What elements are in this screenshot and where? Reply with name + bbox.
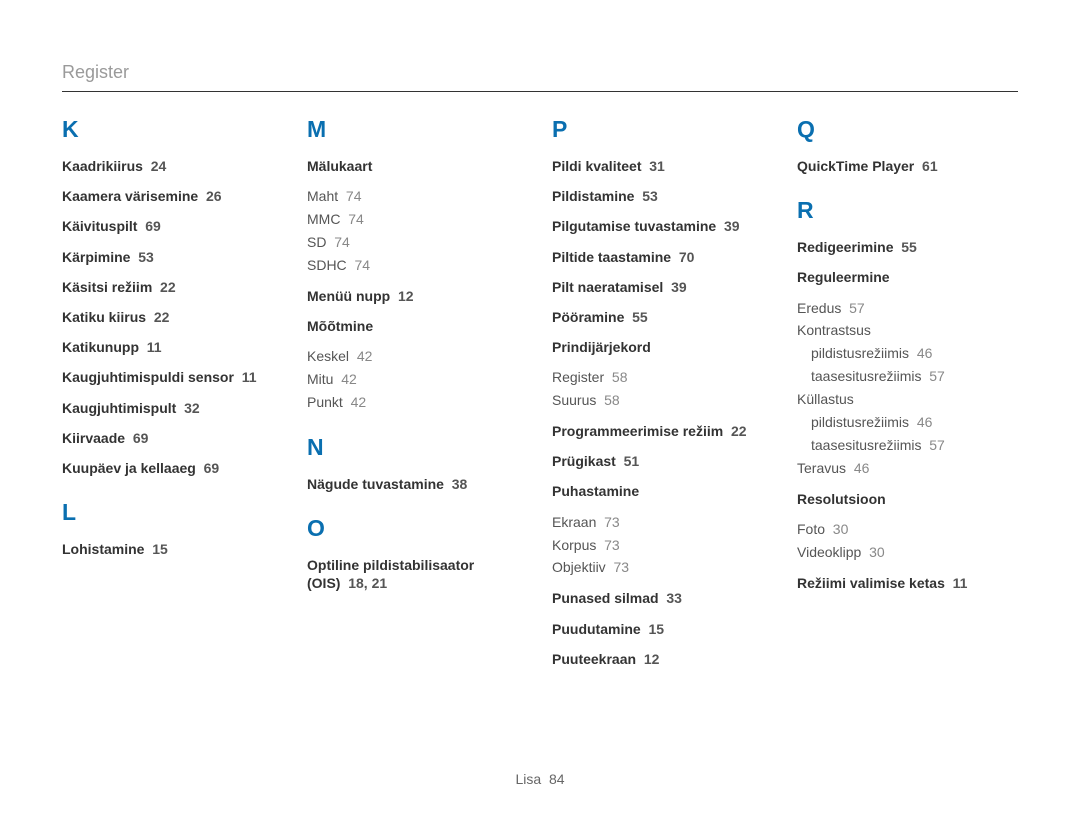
index-entry: Mõõtmine bbox=[307, 317, 528, 335]
index-entry: QuickTime Player 61 bbox=[797, 157, 1018, 175]
section-letter: R bbox=[797, 197, 1018, 224]
index-subentry: Ekraan 73 bbox=[552, 513, 773, 532]
index-entry: Programmeerimise režiim 22 bbox=[552, 422, 773, 440]
index-column: P Pildi kvaliteet 31 Pildistamine 53 Pilgut… bbox=[552, 116, 773, 680]
index-subsubentry: pildistusrežiimis 46 bbox=[811, 344, 1018, 363]
index-entry: Kaadrikiirus 24 bbox=[62, 157, 283, 175]
index-entry: Pildistamine 53 bbox=[552, 187, 773, 205]
footer-page-number: 84 bbox=[549, 771, 565, 787]
index-subentry: MMC 74 bbox=[307, 210, 528, 229]
index-entry: Režiimi valimise ketas 11 bbox=[797, 574, 1018, 592]
index-subentry: SDHC 74 bbox=[307, 256, 528, 275]
index-entry: Reguleermine bbox=[797, 268, 1018, 286]
index-entry: Menüü nupp 12 bbox=[307, 287, 528, 305]
index-subentry: Teravus 46 bbox=[797, 459, 1018, 478]
section-letter: M bbox=[307, 116, 528, 143]
index-entry: Käsitsi režiim 22 bbox=[62, 278, 283, 296]
index-entry: Optiline pildistabilisaator (OIS) 18, 21 bbox=[307, 556, 528, 592]
index-entry: Resolutsioon bbox=[797, 490, 1018, 508]
index-subsubentry: pildistusrežiimis 46 bbox=[811, 413, 1018, 432]
index-subsubentry: taasesitusrežiimis 57 bbox=[811, 367, 1018, 386]
index-entry: Puuteekraan 12 bbox=[552, 650, 773, 668]
page-header: Register bbox=[62, 62, 1018, 92]
index-entry: Kaugjuhtimispuldi sensor 11 bbox=[62, 368, 283, 386]
index-subentry: Foto 30 bbox=[797, 520, 1018, 539]
index-entry: Kuupäev ja kellaaeg 69 bbox=[62, 459, 283, 477]
footer-label: Lisa bbox=[515, 771, 541, 787]
index-entry: Punased silmad 33 bbox=[552, 589, 773, 607]
index-subentry: Videoklipp 30 bbox=[797, 543, 1018, 562]
index-subsubentry: taasesitusrežiimis 57 bbox=[811, 436, 1018, 455]
index-subentry: Maht 74 bbox=[307, 187, 528, 206]
index-subentry: Mitu 42 bbox=[307, 370, 528, 389]
index-entry: Pilt naeratamisel 39 bbox=[552, 278, 773, 296]
index-entry: Katikunupp 11 bbox=[62, 338, 283, 356]
index-entry: Piltide taastamine 70 bbox=[552, 248, 773, 266]
page-footer: Lisa 84 bbox=[0, 771, 1080, 787]
index-column: K Kaadrikiirus 24 Kaamera värisemine 26 Käi… bbox=[62, 116, 283, 680]
index-entry: Mälukaart bbox=[307, 157, 528, 175]
index-entry: Lohistamine 15 bbox=[62, 540, 283, 558]
index-entry: Kiirvaade 69 bbox=[62, 429, 283, 447]
section-letter: N bbox=[307, 434, 528, 461]
index-subentry: Objektiiv 73 bbox=[552, 558, 773, 577]
index-entry: Kaamera värisemine 26 bbox=[62, 187, 283, 205]
index-subentry: Korpus 73 bbox=[552, 536, 773, 555]
index-subentry: SD 74 bbox=[307, 233, 528, 252]
index-entry: Puudutamine 15 bbox=[552, 620, 773, 638]
section-letter: P bbox=[552, 116, 773, 143]
index-entry: Pööramine 55 bbox=[552, 308, 773, 326]
index-subentry: Keskel 42 bbox=[307, 347, 528, 366]
index-columns: K Kaadrikiirus 24 Kaamera värisemine 26 Käi… bbox=[62, 116, 1018, 680]
index-entry: Prügikast 51 bbox=[552, 452, 773, 470]
index-column: M Mälukaart Maht 74 MMC 74 SD 74 SDHC 74 Menüü… bbox=[307, 116, 528, 680]
section-letter: O bbox=[307, 515, 528, 542]
section-letter: K bbox=[62, 116, 283, 143]
index-entry: Redigeerimine 55 bbox=[797, 238, 1018, 256]
index-entry: Nägude tuvastamine 38 bbox=[307, 475, 528, 493]
index-entry: Kärpimine 53 bbox=[62, 248, 283, 266]
index-entry: Pildi kvaliteet 31 bbox=[552, 157, 773, 175]
index-entry: Prindijärjekord bbox=[552, 338, 773, 356]
index-subentry: Küllastus bbox=[797, 390, 1018, 409]
index-subentry: Suurus 58 bbox=[552, 391, 773, 410]
index-entry: Puhastamine bbox=[552, 482, 773, 500]
index-entry: Katiku kiirus 22 bbox=[62, 308, 283, 326]
index-subentry: Kontrastsus bbox=[797, 321, 1018, 340]
index-subentry: Register 58 bbox=[552, 368, 773, 387]
index-subentry: Punkt 42 bbox=[307, 393, 528, 412]
index-entry: Käivituspilt 69 bbox=[62, 217, 283, 235]
index-entry: Pilgutamise tuvastamine 39 bbox=[552, 217, 773, 235]
index-column: Q QuickTime Player 61 R Redigeerimine 55 Reg… bbox=[797, 116, 1018, 680]
index-entry: Kaugjuhtimispult 32 bbox=[62, 399, 283, 417]
section-letter: Q bbox=[797, 116, 1018, 143]
index-subentry: Eredus 57 bbox=[797, 299, 1018, 318]
section-letter: L bbox=[62, 499, 283, 526]
